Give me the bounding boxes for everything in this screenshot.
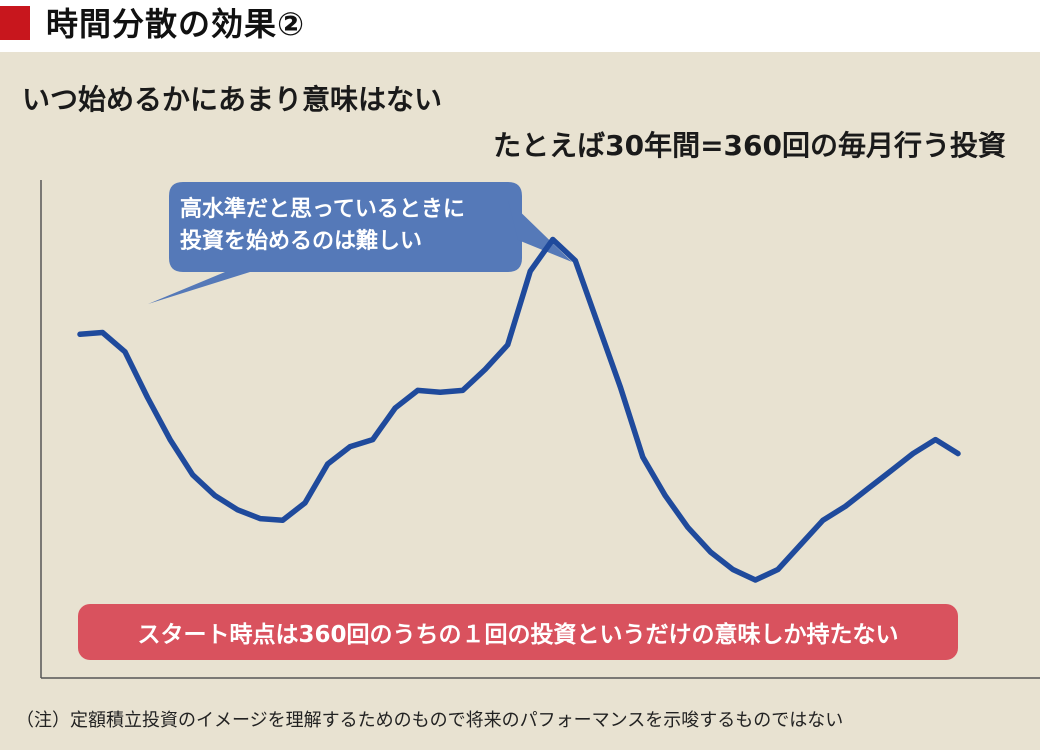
data-point [730, 567, 736, 572]
data-point [662, 493, 668, 499]
data-point [257, 516, 263, 522]
data-point [640, 454, 646, 460]
data-point [505, 342, 511, 348]
data-point [145, 395, 150, 400]
callout-pointer-peak [508, 200, 572, 262]
data-point [302, 500, 308, 506]
callout-high-level-text: 高水準だと思っているときに 投資を始めるのは難しい [180, 194, 520, 258]
data-point [167, 437, 173, 443]
data-point [752, 577, 758, 583]
subtitle-line-2: たとえば30年間=360回の毎月行う投資 [493, 129, 1006, 162]
data-point [933, 437, 938, 443]
data-point [595, 321, 601, 327]
data-point [190, 472, 196, 478]
data-point [460, 387, 466, 393]
subtitle-line-1: いつ始めるかにあまり意味はない [22, 83, 443, 116]
data-point [235, 507, 241, 513]
data-point [888, 468, 893, 474]
data-point [955, 451, 961, 457]
page-title: 時間分散の効果② [46, 5, 306, 43]
callout-start-point-text: スタート時点は360回のうちの１回の投資というだけの意味しか持たない [137, 622, 899, 648]
data-point [775, 567, 781, 572]
data-point [122, 349, 128, 355]
header-bar: 時間分散の効果② [0, 0, 1040, 50]
data-point [572, 258, 578, 264]
data-point [797, 542, 803, 548]
data-point [685, 524, 691, 530]
callout-high-level-line1: 高水準だと思っているときに [180, 197, 465, 222]
data-point [370, 437, 376, 443]
data-point [707, 549, 713, 555]
data-point [482, 366, 488, 372]
data-point [347, 444, 353, 450]
data-point [212, 493, 218, 499]
data-point [280, 517, 286, 523]
data-point [527, 268, 533, 274]
data-point [550, 237, 556, 242]
callout-start-point: スタート時点は360回のうちの１回の投資というだけの意味しか持たない [78, 604, 958, 660]
data-point [617, 384, 623, 390]
footnote: （注）定額積立投資のイメージを理解するためのもので将来のパフォーマンスを示唆する… [16, 710, 844, 731]
data-point [392, 405, 398, 411]
data-point [842, 503, 848, 509]
header-accent-mark [0, 6, 30, 40]
data-points [77, 237, 961, 583]
data-point [77, 331, 83, 337]
callout-high-level-line2: 投資を始めるのは難しい [180, 229, 423, 254]
data-point [865, 486, 871, 492]
data-point [100, 330, 105, 335]
callout-bubble-high-level [148, 182, 522, 304]
data-point [437, 389, 443, 395]
series-line [77, 236, 961, 583]
data-point [910, 451, 916, 457]
data-point [415, 387, 421, 393]
data-point [820, 517, 826, 523]
data-point [325, 461, 331, 467]
